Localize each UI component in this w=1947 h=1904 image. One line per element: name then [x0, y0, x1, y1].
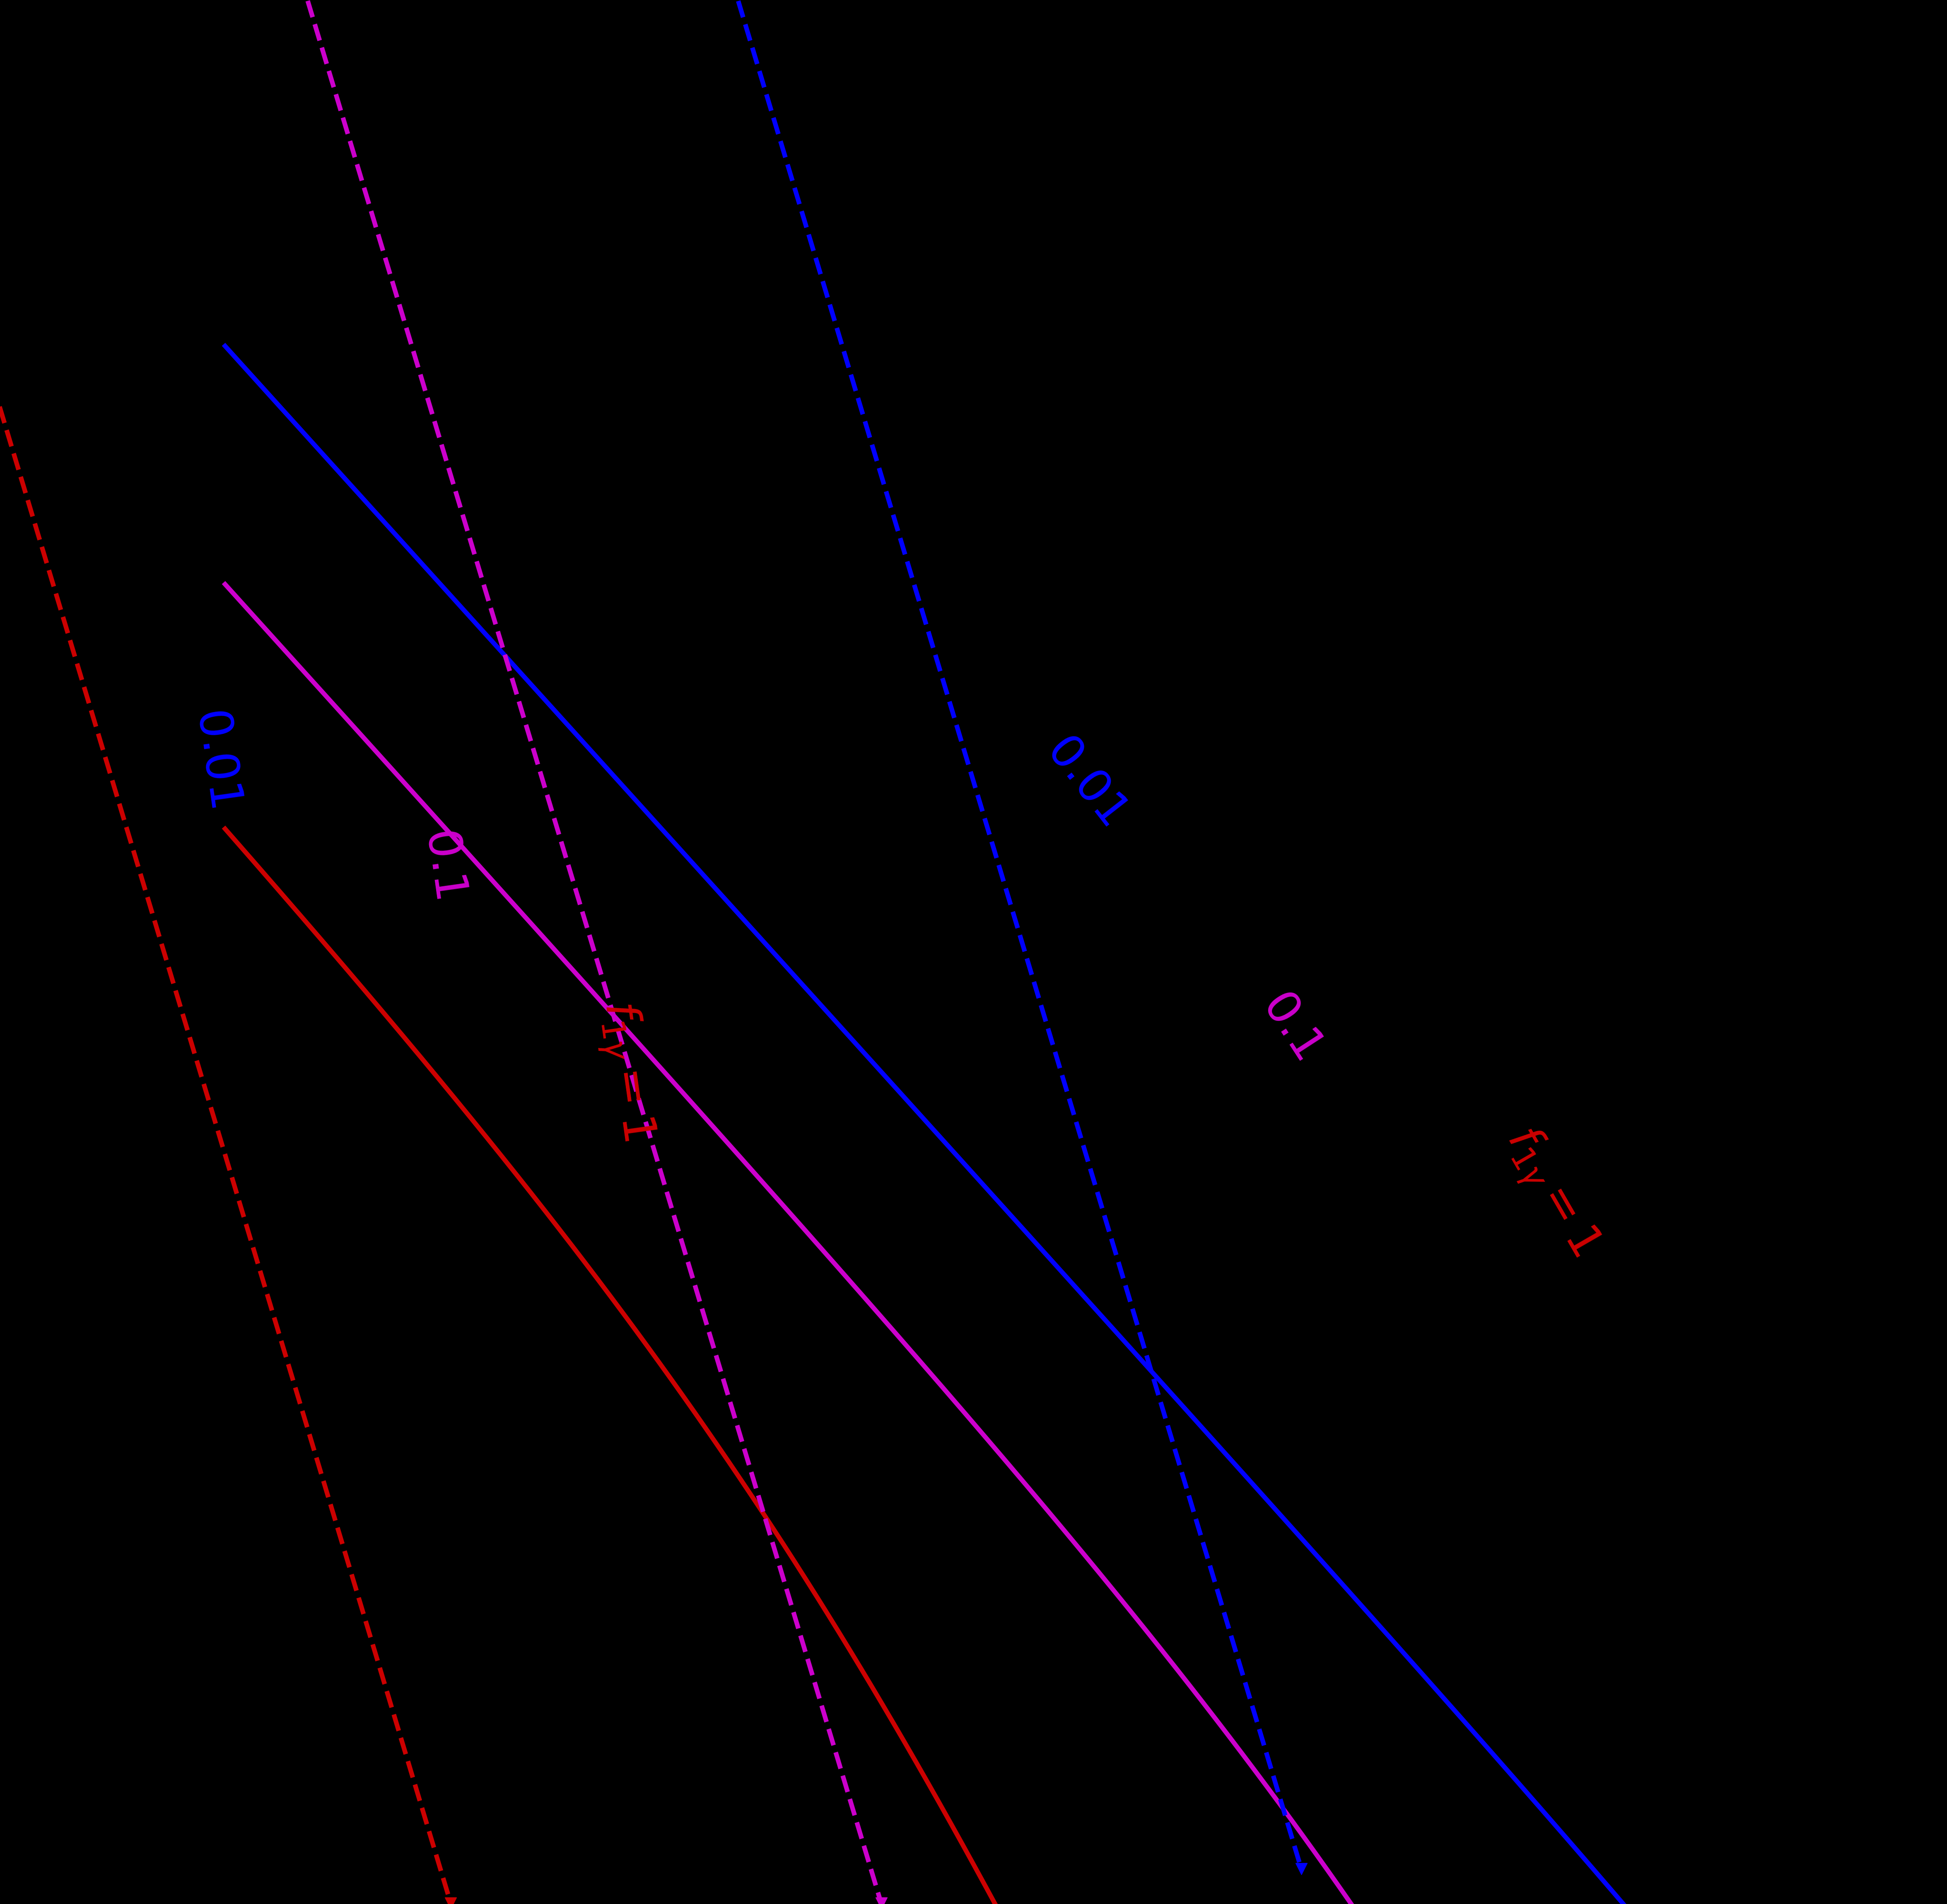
- Text: 0.01: 0.01: [187, 708, 245, 817]
- Text: $f_{1\gamma}=1$: $f_{1\gamma}=1$: [1493, 1120, 1608, 1266]
- Text: 0.1: 0.1: [1254, 986, 1330, 1072]
- Text: $f_{1\gamma}=1$: $f_{1\gamma}=1$: [590, 998, 660, 1144]
- Text: 0.01: 0.01: [1038, 731, 1135, 838]
- Text: 0.1: 0.1: [415, 828, 469, 908]
